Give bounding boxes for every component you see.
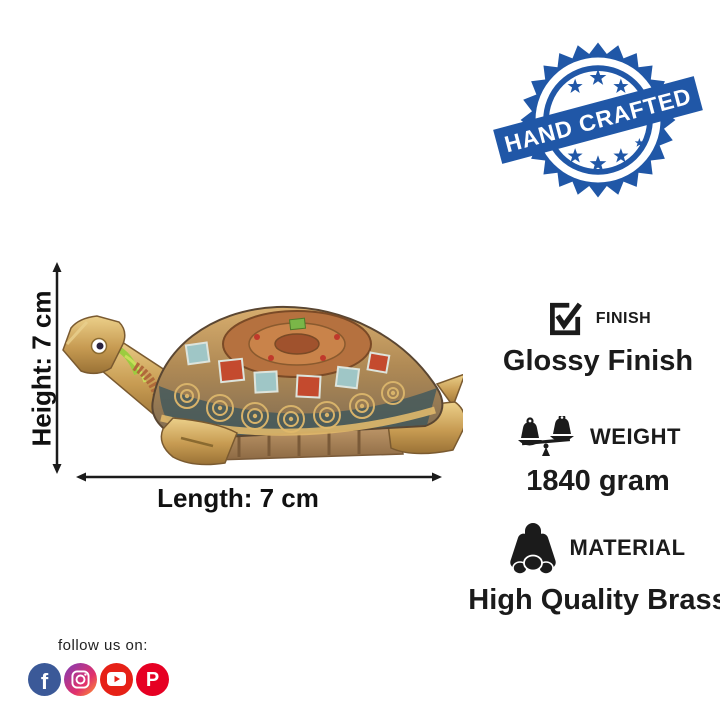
pinterest-icon[interactable]: P: [136, 663, 169, 696]
hand-crafted-badge: HAND CRAFTED: [493, 42, 703, 198]
finish-value: Glossy Finish: [502, 345, 694, 377]
instagram-icon[interactable]: [64, 663, 97, 696]
height-dimension-line: [52, 262, 62, 474]
checkmark-box-icon: [549, 302, 582, 336]
social-icons-row: f P: [28, 663, 169, 696]
weight-label: WEIGHT: [590, 424, 681, 449]
follow-us-label: follow us on:: [58, 637, 148, 654]
weight-value: 1840 gram: [526, 465, 670, 497]
youtube-icon[interactable]: [100, 663, 133, 696]
balance-scale-icon: [518, 416, 574, 456]
material-label: MATERIAL: [569, 535, 686, 560]
facebook-icon[interactable]: f: [28, 663, 61, 696]
spec-finish: FINISH Glossy Finish: [462, 300, 720, 378]
turtle-product-image: [62, 305, 463, 466]
brass-rods-icon: [510, 523, 557, 575]
spec-weight: WEIGHT 1840 gram: [462, 416, 720, 498]
height-label: Height: 7 cm: [26, 290, 57, 447]
length-dimension-line: [76, 472, 442, 482]
length-label: Length: 7 cm: [157, 483, 319, 513]
finish-label: FINISH: [595, 310, 652, 327]
material-value: High Quality Brass: [468, 584, 720, 616]
spec-material: MATERIAL High Quality Brass: [462, 519, 720, 617]
